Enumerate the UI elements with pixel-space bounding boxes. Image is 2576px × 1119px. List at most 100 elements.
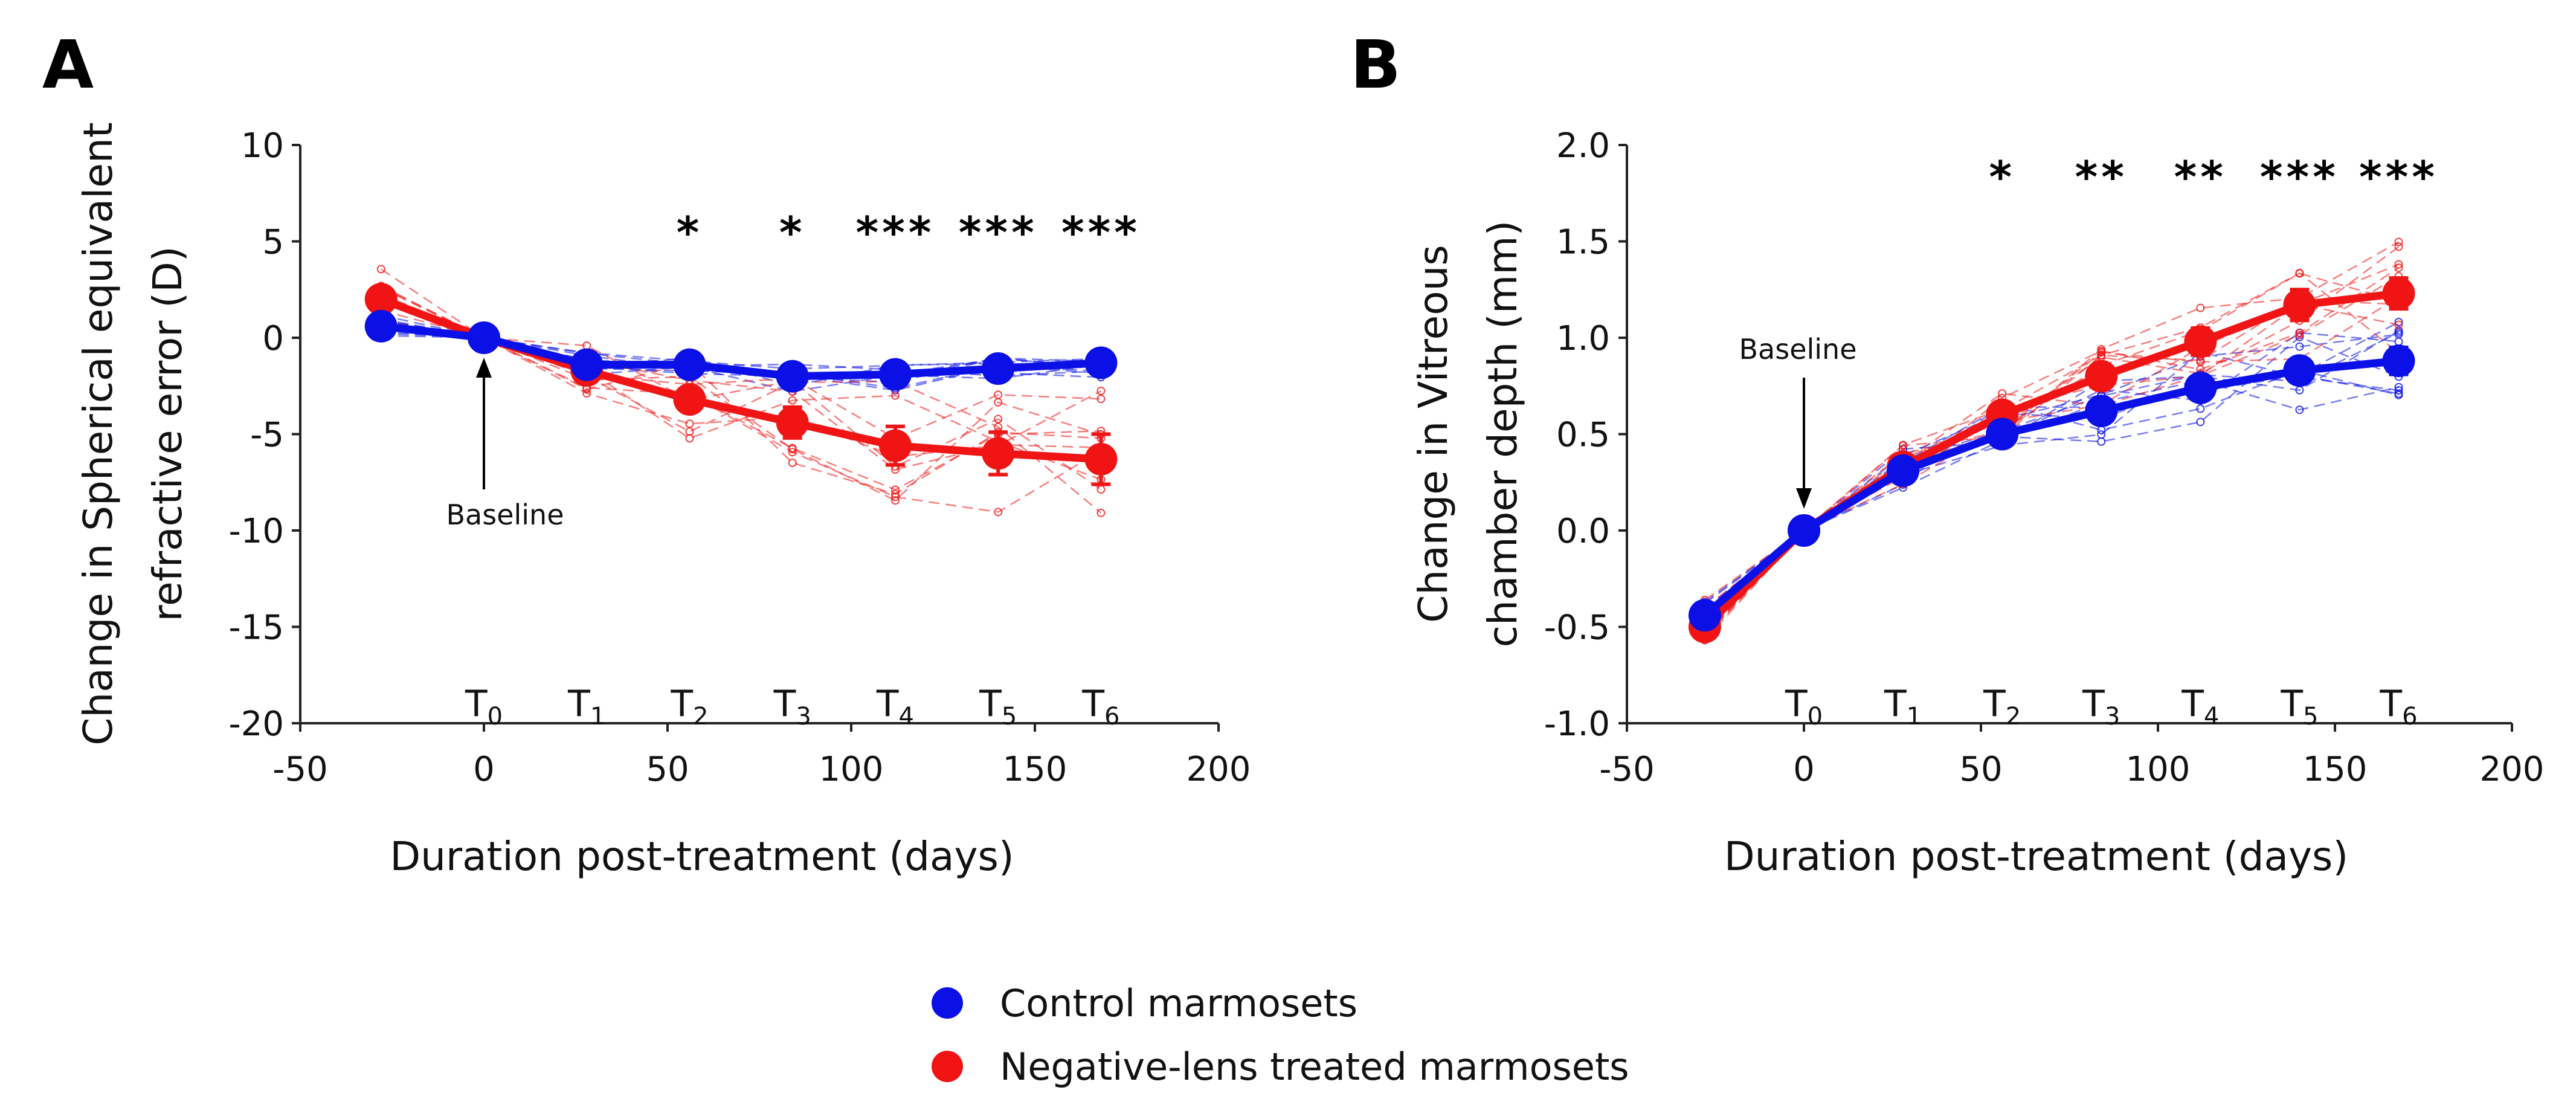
- panel-a-individual-point: [994, 508, 1003, 517]
- panel-a-x-tick-label: 200: [1187, 750, 1251, 789]
- panel-b-x-tick-label: 0: [1793, 750, 1815, 789]
- panel-a-timepoint-label: T1: [567, 683, 605, 730]
- panel-b-mean-point-control: [1788, 514, 1820, 547]
- panel-a-y-tick-label: 10: [241, 126, 284, 166]
- panel-a-mean-point-treated: [878, 429, 912, 462]
- panel-b-individual-trace: [1704, 272, 2399, 619]
- panel-a-individual-point: [1096, 508, 1106, 517]
- panel-b-individual-trace: [1704, 330, 2400, 610]
- panel-b-individual-trace: [1704, 276, 2400, 641]
- panel-b-mean-point-control: [1986, 418, 2019, 451]
- panel-b-timepoint-label: T0: [1785, 683, 1823, 730]
- panel-a-mean-point-control: [776, 360, 809, 393]
- panel-b-individual-point: [1899, 441, 1908, 450]
- panel-b-individual-point: [2394, 242, 2403, 251]
- panel-b-y-tick-label: 2.0: [1556, 126, 1610, 166]
- legend-control-label: Control marmosets: [1000, 981, 1357, 1025]
- panel-b-mean-point-treated: [2283, 288, 2316, 321]
- panel-a-x-tick-label: 150: [1003, 750, 1067, 789]
- panel-b-mean-point-control: [1887, 454, 1920, 488]
- panel-a-individual-trace: [381, 287, 1102, 513]
- panel-a-y-tick-label: -5: [250, 416, 284, 455]
- panel-a-timepoint-label: T3: [773, 683, 811, 730]
- panel-b-x-tick-label: -50: [1599, 750, 1654, 789]
- panel-b-y-tick-label: 0.0: [1556, 512, 1610, 551]
- panel-a-significance-stars: ***: [855, 207, 935, 258]
- panel-a-y-tick-label: -20: [229, 705, 284, 744]
- panel-a-y-axis-title-line: refractive error (D): [144, 246, 191, 621]
- panel-b-individual-point: [2394, 263, 2403, 272]
- panel-a-individual-point: [1096, 386, 1106, 395]
- legend-control-marker: [932, 987, 963, 1019]
- panel-b-individual-point: [2394, 237, 2403, 247]
- panel-b-y-tick-label: 1.0: [1556, 319, 1610, 358]
- panel-a-individual-point: [1096, 485, 1106, 494]
- panel-b-significance-stars: ***: [2260, 152, 2339, 202]
- panel-b-individual-point: [2394, 330, 2403, 339]
- panel-a-x-tick-label: -50: [272, 750, 327, 789]
- panel-b-timepoint-label: T5: [2280, 683, 2318, 730]
- panel-b-individual-point: [2394, 318, 2403, 327]
- panel-a-timepoint-label: T4: [876, 683, 914, 730]
- panel-a-mean-point-treated: [776, 406, 809, 439]
- panel-a-individual-point: [685, 434, 694, 443]
- panel-a-mean-point-control: [982, 352, 1015, 385]
- panel-a-individual-point: [890, 496, 900, 505]
- panel-a-y-tick-label: -10: [229, 512, 284, 551]
- panel-b-mean-point-treated: [2085, 360, 2118, 393]
- panel-b-mean-point-control: [2085, 395, 2118, 428]
- panel-b-individual-point: [2394, 337, 2403, 346]
- legend-treated-marker: [932, 1051, 963, 1082]
- panel-b-mean-point-treated: [2184, 325, 2217, 358]
- panel-b-individual-point: [2394, 382, 2403, 392]
- panel-b-y-axis-title-line: chamber depth (mm): [1480, 221, 1526, 648]
- panel-b-individual-point: [2097, 348, 2106, 357]
- panel-b-mean-point-control: [1688, 599, 1721, 632]
- panel-a-mean-point-control: [1084, 346, 1118, 379]
- panel-a-individual-point: [685, 427, 694, 436]
- panel-a-y-axis-title-line: Change in Spherical equivalent: [75, 122, 121, 745]
- legend: Control marmosets Negative-lens treated …: [932, 981, 1629, 1089]
- panel-b-mean-line-control: [1702, 356, 2400, 619]
- panel-a-mean-point-treated: [982, 437, 1015, 470]
- panel-b-baseline-arrowhead: [1796, 488, 1812, 509]
- panel-b-mean-point-treated: [2382, 277, 2415, 310]
- panel-a-mean-point-treated: [673, 383, 706, 416]
- panel-a-individual-point: [994, 414, 1003, 424]
- panel-b-significance-stars: **: [2174, 152, 2227, 202]
- panel-a-mean-point-treated: [364, 283, 398, 316]
- panel-a-y-tick-label: 5: [262, 223, 284, 262]
- panel-b-x-tick-label: 100: [2126, 750, 2191, 789]
- panel-b-x-tick-label: 150: [2303, 750, 2368, 789]
- panel-a-individual-point: [1096, 395, 1106, 404]
- panel-label-a: A: [42, 26, 94, 103]
- panel-b-y-axis-title-line: Change in Vitreous: [1410, 245, 1457, 623]
- panel-b-individual-point: [2295, 269, 2304, 278]
- panel-b-individual-point: [2196, 303, 2205, 312]
- panel-a-individual-point: [582, 389, 591, 398]
- panel-b-individual-point: [2394, 386, 2403, 395]
- panel-a-mean-point-control: [570, 348, 604, 381]
- panel-b-significance-stars: *: [1989, 152, 2015, 202]
- panel-b-x-axis-title: Duration post-treatment (days): [1724, 833, 2348, 880]
- chart-panel-b: 2.0 1.5 1.0 0.5 0.0 -0.5 -1.0 -50 0 50 100 150 200 Du…: [1410, 126, 2544, 880]
- panel-a-timepoint-label: T0: [465, 683, 503, 730]
- panel-b-individual-point: [1998, 389, 2007, 398]
- panel-a-baseline-arrowhead: [476, 358, 492, 378]
- panel-b-y-tick-label: -1.0: [1544, 705, 1610, 744]
- panel-b-x-tick-label: 200: [2480, 750, 2545, 789]
- panel-a-individual-point: [788, 459, 797, 468]
- panel-a-x-tick-label: 100: [819, 750, 884, 789]
- panel-a-mean-point-control: [468, 321, 500, 354]
- panel-b-individual-point: [2196, 404, 2205, 413]
- panel-b-timepoint-label: T2: [1983, 683, 2021, 730]
- panel-a-mean-point-control: [878, 358, 912, 391]
- panel-a-individual-trace: [381, 298, 1102, 457]
- panel-a-mean-point-control: [364, 309, 398, 343]
- panel-a-individual-point: [788, 448, 797, 457]
- panel-a-significance-stars: *: [677, 207, 703, 258]
- panel-b-mean-point-control: [2283, 354, 2316, 387]
- panel-b-y-tick-label: -0.5: [1544, 608, 1610, 648]
